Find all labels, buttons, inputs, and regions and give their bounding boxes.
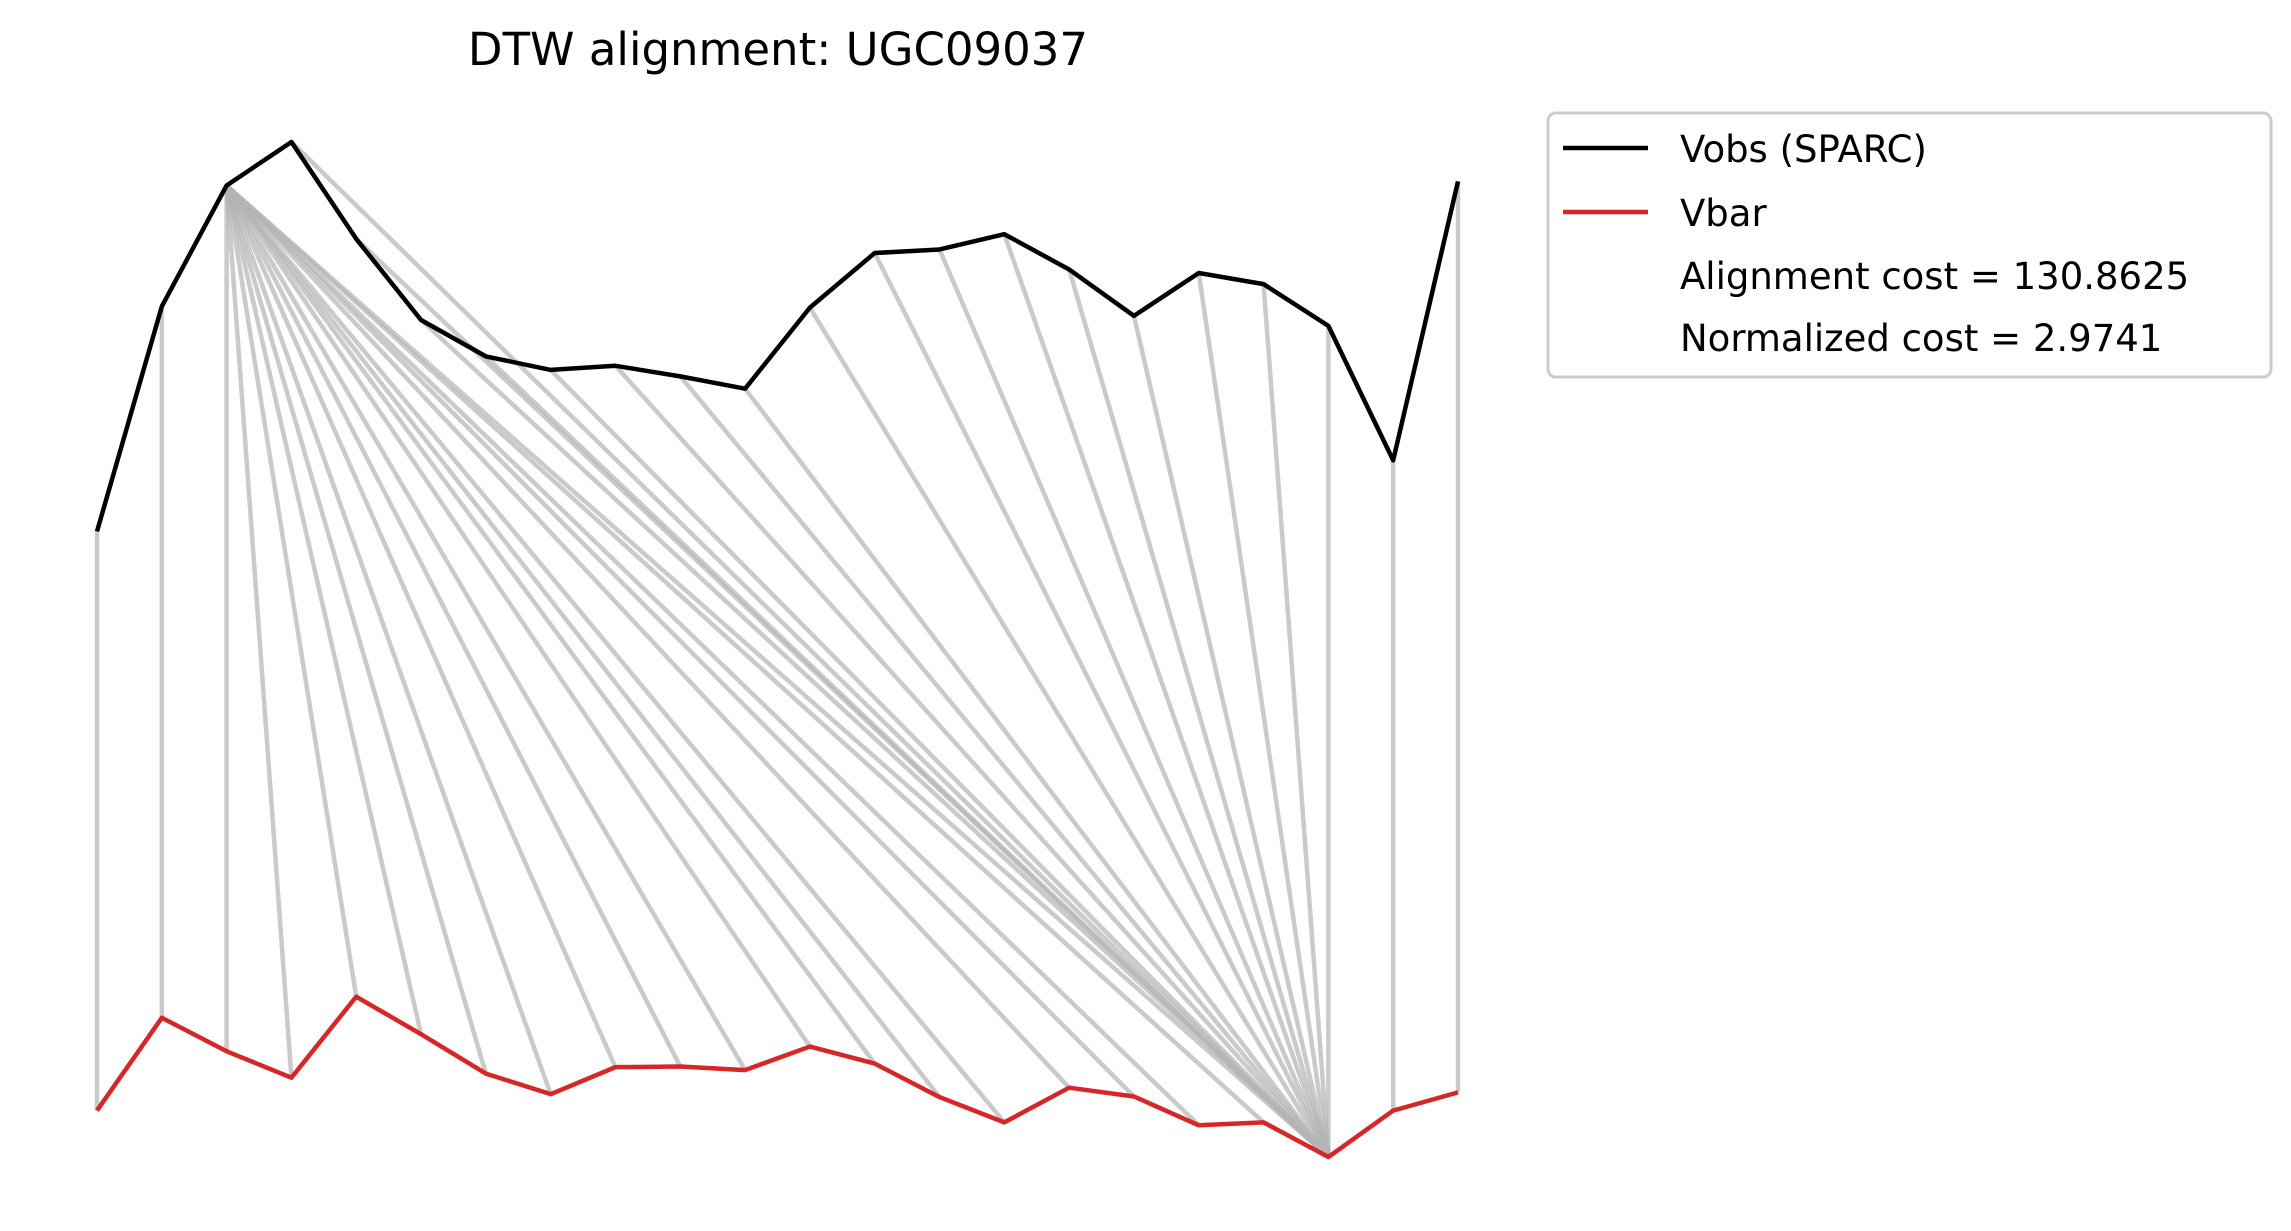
alignment-link-35 [1261, 283, 1331, 1158]
alignment-link-30 [937, 248, 1331, 1158]
alignment-link-19 [225, 183, 1330, 1159]
alignment-link-33 [1131, 315, 1331, 1158]
alignment-link-18 [225, 183, 1266, 1125]
alignment-link-11 [224, 184, 812, 1048]
annotation-normalized-cost: Normalized cost = 2.9741 [1680, 317, 2162, 360]
alignment-link-26 [678, 374, 1331, 1159]
alignment-links [94, 140, 1461, 1159]
alignment-link-14 [224, 184, 1007, 1124]
alignment-link-29 [872, 252, 1331, 1159]
alignment-link-23 [484, 354, 1330, 1159]
legend-box [1546, 111, 2273, 379]
alignment-link-25 [613, 364, 1331, 1159]
alignment-link-9 [224, 184, 683, 1068]
alignment-link-24 [549, 368, 1330, 1159]
annotation-alignment-cost: Alignment cost = 130.8625 [1680, 255, 2189, 298]
alignment-link-5 [224, 184, 424, 1035]
alignment-link-10 [224, 184, 748, 1072]
chart-title: DTW alignment: UGC09037 [468, 23, 1088, 76]
alignment-link-12 [224, 184, 877, 1065]
alignment-link-17 [225, 183, 1201, 1127]
alignment-link-27 [743, 387, 1331, 1159]
series-line-vbar [95, 994, 1459, 1160]
alignment-link-15 [224, 183, 1071, 1090]
alignment-link-7 [224, 184, 553, 1095]
legend: Vobs (SPARC) Vbar Alignment cost = 130.8… [1546, 111, 2273, 379]
alignment-link-6 [224, 184, 489, 1075]
alignment-link-32 [1066, 268, 1331, 1158]
legend-label-vobs: Vobs (SPARC) [1680, 128, 1927, 171]
alignment-link-16 [225, 183, 1136, 1099]
alignment-link-31 [1002, 233, 1331, 1158]
alignment-link-34 [1196, 272, 1331, 1158]
alignment-link-28 [807, 306, 1331, 1159]
series-lines [94, 139, 1461, 1160]
alignment-link-13 [224, 184, 942, 1099]
alignment-link-4 [224, 185, 359, 997]
alignment-link-22 [419, 318, 1330, 1159]
series-line-vobs [94, 139, 1461, 533]
alignment-link-8 [224, 184, 618, 1069]
alignment-link-20 [289, 140, 1330, 1159]
alignment-link-3 [224, 185, 294, 1078]
legend-label-vbar: Vbar [1680, 192, 1767, 235]
